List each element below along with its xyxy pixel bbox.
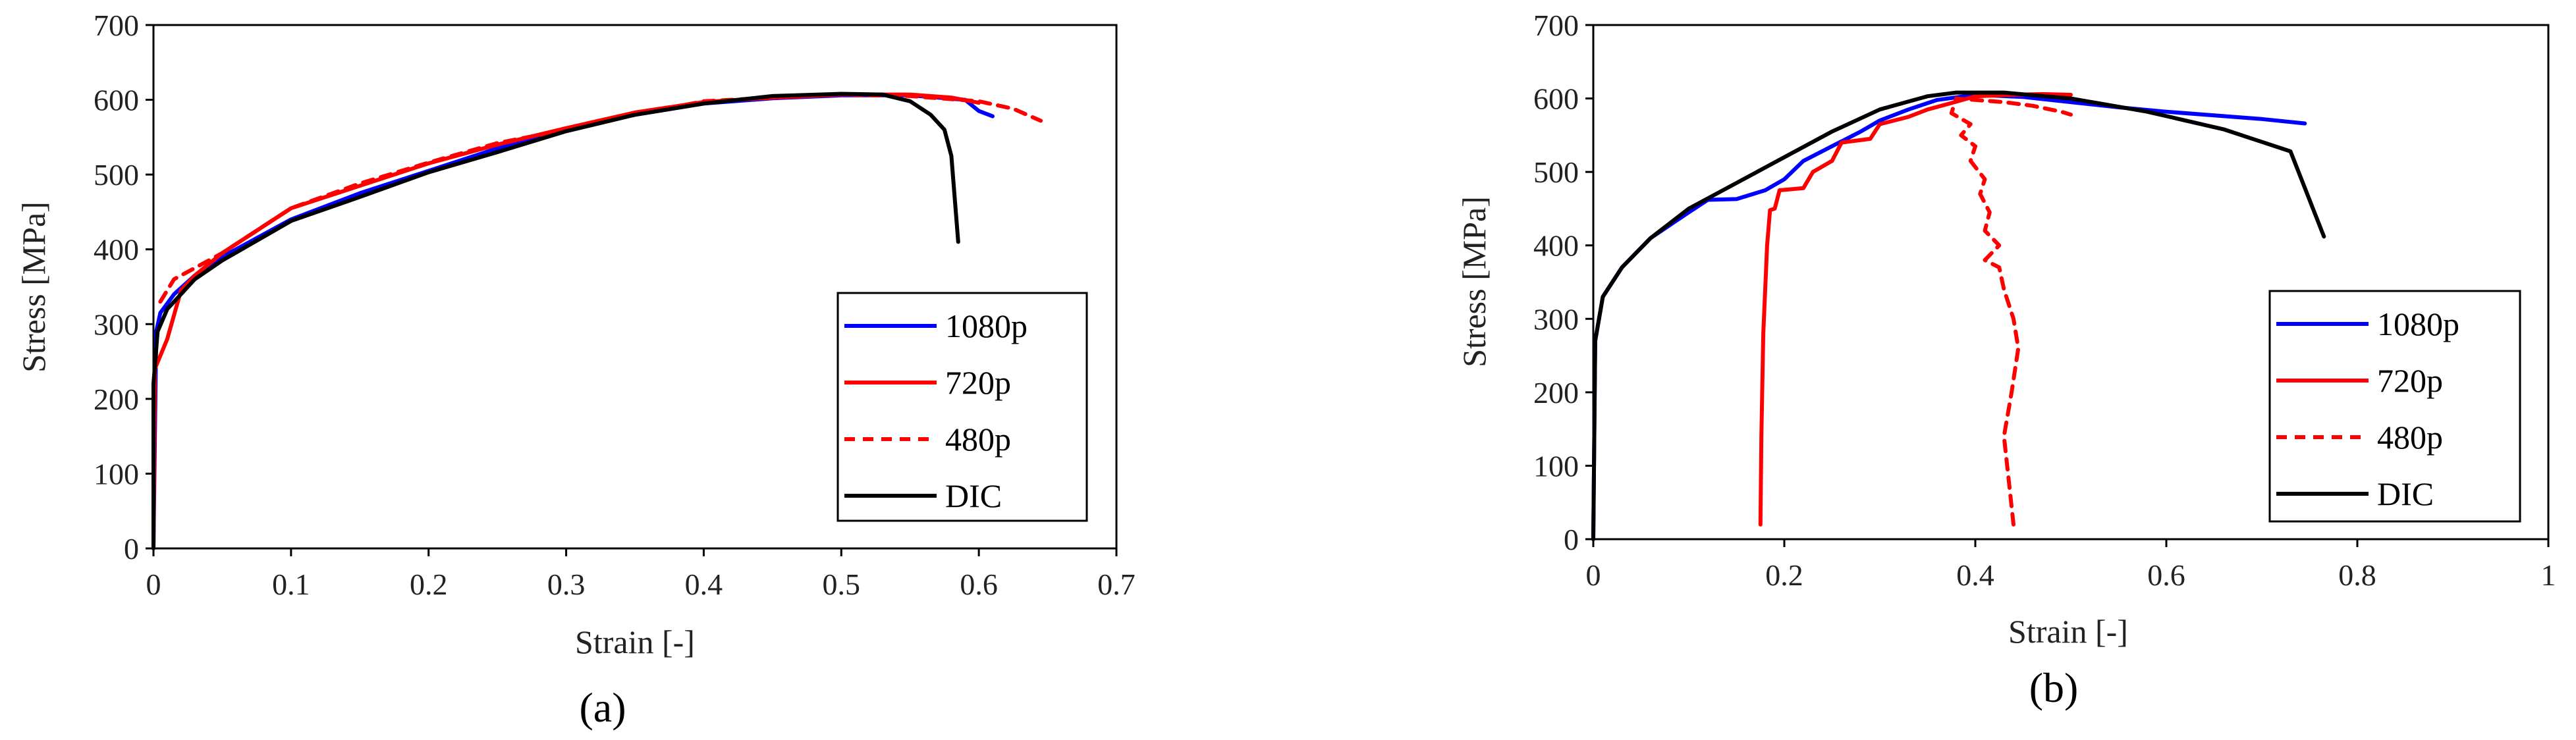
legend-box-b xyxy=(2268,290,2521,523)
x-tick-label: 0.1 xyxy=(272,568,310,601)
legend-label-dic: DIC xyxy=(2377,475,2434,512)
legend-box-a xyxy=(836,292,1088,522)
series-line-480p xyxy=(158,92,1043,304)
legend-b: 1080p 720p 480p DIC xyxy=(2268,290,2521,523)
y-tick-label: 100 xyxy=(94,457,139,490)
y-tick-label: 700 xyxy=(94,9,139,42)
panel-b: 0 100 200 300 400 500 600 700 0 0.2 0.4 0.6 0.8 1 St… xyxy=(1456,9,2556,711)
x-ticks-a: 0 0.1 0.2 0.3 0.4 0.5 0.6 0.7 xyxy=(146,548,1136,601)
y-tick-label: 300 xyxy=(94,307,139,341)
y-tick-label: 0 xyxy=(124,532,139,566)
y-tick-label: 600 xyxy=(1533,82,1579,116)
legend-label-1080p: 1080p xyxy=(2377,305,2459,342)
x-tick-label: 1 xyxy=(2541,558,2556,592)
y-ticks-a: 0 100 200 300 400 500 600 700 xyxy=(94,9,153,566)
x-ticks-b: 0 0.2 0.4 0.6 0.8 1 xyxy=(1586,539,2556,592)
y-tick-label: 0 xyxy=(1564,523,1579,556)
legend-a: 1080p 720p 480p DIC xyxy=(836,292,1088,522)
panel-label-b: (b) xyxy=(2029,664,2079,711)
x-tick-label: 0.2 xyxy=(1765,558,1803,592)
y-axis-label-b: Stress [MPa] xyxy=(1456,196,1493,367)
y-tick-label: 400 xyxy=(94,233,139,267)
series-line-dic xyxy=(151,92,960,550)
legend-label-480p: 480p xyxy=(945,421,1011,458)
legend-label-720p: 720p xyxy=(2377,362,2443,399)
x-tick-label: 0.4 xyxy=(1956,558,1994,592)
legend-label-720p: 720p xyxy=(945,364,1011,401)
x-tick-label: 0.3 xyxy=(547,568,586,601)
y-tick-label: 500 xyxy=(1533,155,1579,189)
x-tick-label: 0 xyxy=(146,568,161,601)
x-axis-label-a: Strain [-] xyxy=(575,623,695,660)
y-tick-label: 500 xyxy=(94,158,139,192)
y-tick-label: 100 xyxy=(1533,449,1579,483)
series-b xyxy=(1591,90,2326,541)
plot-area-a xyxy=(152,24,1118,550)
x-axis-label-b: Strain [-] xyxy=(2008,613,2128,650)
legend-label-dic: DIC xyxy=(945,477,1002,514)
series-line-480p xyxy=(1949,96,2073,527)
x-tick-label: 0.5 xyxy=(823,568,861,601)
legend-label-1080p: 1080p xyxy=(945,307,1028,344)
y-tick-label: 600 xyxy=(94,84,139,117)
x-tick-label: 0 xyxy=(1586,558,1601,592)
y-tick-label: 200 xyxy=(94,383,139,416)
series-a xyxy=(151,92,1043,550)
y-tick-label: 300 xyxy=(1533,302,1579,336)
y-ticks-b: 0 100 200 300 400 500 600 700 xyxy=(1533,9,1593,556)
y-tick-label: 700 xyxy=(1533,9,1579,42)
y-axis-label-a: Stress [MPa] xyxy=(15,201,52,373)
x-tick-label: 0.7 xyxy=(1097,568,1136,601)
x-tick-label: 0.6 xyxy=(960,568,998,601)
legend-label-480p: 480p xyxy=(2377,419,2443,456)
y-tick-label: 200 xyxy=(1533,376,1579,410)
x-tick-label: 0.4 xyxy=(685,568,723,601)
series-line-dic xyxy=(1591,90,2326,541)
plot-area-b xyxy=(1592,24,2550,541)
x-tick-label: 0.8 xyxy=(2338,558,2376,592)
x-tick-label: 0.2 xyxy=(410,568,448,601)
series-line-1080p xyxy=(1591,93,2307,541)
panel-label-a: (a) xyxy=(579,684,626,731)
series-line-720p xyxy=(1758,92,2073,527)
x-tick-label: 0.6 xyxy=(2147,558,2185,592)
y-tick-label: 400 xyxy=(1533,229,1579,263)
